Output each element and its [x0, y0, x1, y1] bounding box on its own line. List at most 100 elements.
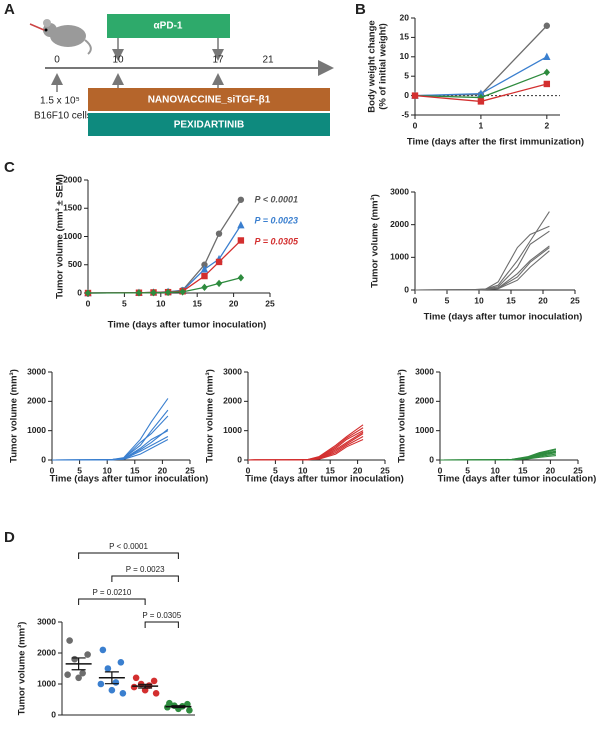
x-tick-label: 25 [265, 298, 275, 308]
x-tick-label: 25 [185, 465, 195, 475]
marker [164, 288, 172, 297]
annotation: P = 0.0023 [255, 215, 298, 225]
x-tick-label: 5 [122, 298, 127, 308]
y-tick-label: 2000 [390, 219, 409, 229]
data-point [117, 659, 125, 666]
marker [200, 265, 209, 273]
y-tick-label: 20 [400, 12, 410, 22]
y-axis-label: Tumor volume (mm³) [205, 369, 216, 463]
data-point [119, 690, 127, 697]
y-axis-label: Tumor volume (mm³) [17, 622, 28, 716]
apd1-box [107, 14, 230, 38]
nanovaccine-box [88, 88, 330, 111]
marker [179, 288, 186, 296]
y-tick-label: 0 [404, 284, 409, 294]
marker [135, 289, 143, 297]
x-tick-label: 15 [506, 295, 516, 305]
marker [543, 68, 551, 77]
y-tick-label: 1000 [63, 231, 82, 241]
p-value: P = 0.0305 [142, 611, 181, 620]
x-tick-label: 25 [570, 295, 580, 305]
series-line [87, 199, 242, 294]
y-tick-label: 2000 [37, 647, 56, 657]
pexidartinib-box [88, 113, 330, 136]
marker [237, 196, 245, 203]
x-tick-label: 1 [479, 120, 484, 130]
panel-label: B [355, 1, 366, 18]
x-tick-label: 25 [573, 465, 583, 475]
x-tick-label: 10 [102, 465, 112, 475]
y-axis-label: Tumor volume (mm³) [370, 194, 381, 288]
x-tick-label: 20 [229, 298, 239, 308]
y-tick-label: 2000 [63, 174, 82, 184]
y-tick-label: 1000 [37, 678, 56, 688]
marker [215, 230, 223, 237]
marker [201, 272, 208, 280]
marker [477, 89, 485, 97]
series-line [414, 250, 550, 291]
x-tick-label: 0 [413, 295, 418, 305]
data-point [152, 690, 160, 697]
marker [201, 261, 208, 268]
marker [237, 221, 245, 229]
x-tick-label: 5 [465, 465, 470, 475]
data-point [108, 686, 116, 694]
y-axis-label: Tumor volume (mm³) [9, 369, 20, 463]
x-tick-label: 15 [192, 298, 202, 308]
marker [477, 98, 485, 105]
annotation: P < 0.0001 [255, 194, 298, 204]
data-point [66, 637, 73, 644]
series-line [414, 230, 550, 291]
x-axis-label: Time (days after tumor inoculation) [108, 320, 267, 331]
y-axis-label: Tumor volume (mm³) [397, 369, 408, 463]
marker [543, 22, 551, 29]
data-point [130, 683, 138, 691]
x-tick-label: 15 [325, 465, 335, 475]
day-label: 21 [262, 55, 274, 66]
sem-bar [104, 671, 119, 685]
marker [215, 279, 223, 288]
x-axis-label: Time (days after tumor inoculation) [424, 312, 583, 323]
x-axis-label: Time (days after the first immunization) [407, 137, 584, 148]
day-label: 17 [212, 55, 224, 66]
y-tick-label: 2000 [27, 396, 46, 406]
x-tick-label: 0 [413, 120, 418, 130]
cells-label: B16F10 cells [34, 111, 92, 122]
y-tick-label: 15 [400, 32, 410, 42]
data-point [112, 679, 120, 686]
bar-label: NANOVACCINE_siTGF-β1 [148, 95, 271, 106]
day-label: 0 [54, 55, 60, 66]
x-tick-label: 5 [77, 465, 82, 475]
y-tick-label: 3000 [415, 366, 434, 376]
marker [411, 92, 419, 99]
sem-bar [171, 705, 186, 709]
x-tick-label: 20 [546, 465, 556, 475]
data-point [186, 707, 193, 714]
y-tick-label: 3000 [223, 366, 242, 376]
p-value: P < 0.0001 [109, 542, 148, 551]
annotation: P = 0.0305 [255, 236, 299, 246]
sem-bar [138, 683, 153, 689]
y-tick-label: 2000 [415, 396, 434, 406]
sem-bar [71, 657, 86, 671]
y-tick-label: 1000 [27, 425, 46, 435]
y-tick-label: 2000 [223, 396, 242, 406]
x-tick-label: 0 [86, 298, 91, 308]
data-point [132, 674, 140, 682]
series-line [414, 225, 550, 291]
marker [215, 258, 223, 266]
x-tick-label: 0 [246, 465, 251, 475]
marker [237, 237, 245, 244]
x-tick-label: 10 [156, 298, 166, 308]
data-point [71, 655, 78, 663]
panel-label: C [4, 159, 15, 176]
significance-bracket [111, 575, 179, 582]
series-line [439, 455, 556, 461]
p-value: P = 0.0023 [126, 565, 165, 574]
y-tick-label: 5 [404, 70, 409, 80]
marker [237, 274, 245, 282]
marker [150, 289, 157, 297]
y-tick-label: 0 [237, 454, 242, 464]
data-point [64, 671, 71, 678]
